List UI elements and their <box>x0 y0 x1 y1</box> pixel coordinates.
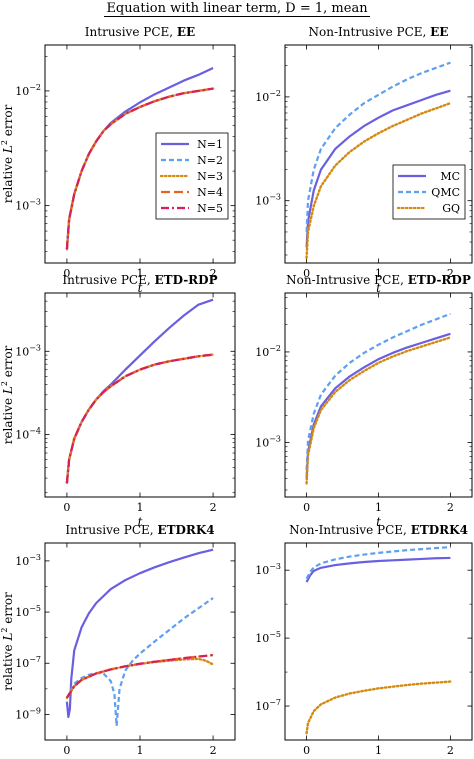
x-tick-label: 1 <box>137 744 144 757</box>
y-tick-label: 10−7 <box>15 655 41 670</box>
plot-frame <box>284 44 473 264</box>
series-line-gq <box>305 680 452 735</box>
x-tick-label: 1 <box>375 501 382 514</box>
x-tick-label: 1 <box>375 267 382 280</box>
legend-label: N=4 <box>197 186 223 199</box>
y-axis-label: relative L2 error <box>0 104 15 203</box>
x-axis-label: t <box>376 281 381 295</box>
legend-box <box>392 164 466 220</box>
figure-title: Equation with linear term, D = 1, mean <box>0 0 474 18</box>
y-tick-label: 10−5 <box>15 604 41 619</box>
series-group <box>305 545 452 735</box>
series-line-qmc <box>305 61 451 232</box>
series-line-n-3 <box>65 353 215 485</box>
figure-title-text: Equation with linear term, D = 1, mean <box>104 1 370 17</box>
x-axis-label: t <box>138 515 143 529</box>
y-tick-label: 10−3 <box>255 193 281 208</box>
chart-title: Intrusive PCE, ETD-RDP <box>62 273 217 287</box>
x-tick-label: 0 <box>303 501 310 514</box>
x-tick-label: 0 <box>63 267 70 280</box>
chart-panel-2: Non-Intrusive PCE, EE 10−3 10−2 0 1 2 t MC QMC GQ <box>255 25 473 295</box>
x-tick-label: 1 <box>375 744 382 757</box>
legend: MC QMC GQ <box>392 164 466 220</box>
chart-title: Intrusive PCE, EE <box>85 25 195 39</box>
series-line-n-2 <box>65 353 214 483</box>
series-line-qmc <box>305 545 451 580</box>
series-line-gq <box>305 336 452 485</box>
x-tick-label: 2 <box>210 267 217 280</box>
x-tick-label: 2 <box>210 501 217 514</box>
plot-frame <box>284 292 473 498</box>
chart-title: Non-Intrusive PCE, ETDRK4 <box>289 523 468 537</box>
chart-title: Non-Intrusive PCE, ETD-RDP <box>286 273 471 287</box>
legend-label: N=3 <box>197 170 223 183</box>
series-line-n-1 <box>65 548 214 719</box>
series-line-n-5 <box>65 87 214 250</box>
plot-frame <box>44 542 236 741</box>
series-line-mc <box>305 556 451 583</box>
y-tick-label: 10−3 <box>15 343 41 358</box>
legend-label: N=5 <box>197 202 223 215</box>
legend-label: N=1 <box>197 138 223 151</box>
series-line-n-5 <box>65 353 214 483</box>
y-tick-label: 10−3 <box>255 435 281 450</box>
series-line-qmc <box>305 312 451 470</box>
series-line-n-1 <box>65 298 214 483</box>
y-tick-label: 10−7 <box>255 698 281 713</box>
x-tick-label: 0 <box>63 744 70 757</box>
chart-panel-1: Intrusive PCE, EE 10−3 10−2 0 1 2 t relative L2… <box>0 25 236 295</box>
series-group <box>305 312 452 485</box>
plot-frame <box>44 292 236 498</box>
series-line-n-2 <box>65 597 214 728</box>
plot-frame <box>284 542 473 741</box>
series-group <box>305 61 452 260</box>
x-tick-label: 1 <box>137 267 144 280</box>
legend-label: N=2 <box>197 154 223 167</box>
y-tick-label: 10−2 <box>255 89 281 104</box>
x-axis-label: t <box>138 281 143 295</box>
legend-label: QMC <box>431 186 460 199</box>
series-line-mc <box>305 332 451 479</box>
chart-panel-6: Non-Intrusive PCE, ETDRK4 10−7 10−5 10−3 0 1 2… <box>255 523 473 759</box>
x-tick-label: 0 <box>63 501 70 514</box>
x-tick-label: 0 <box>303 744 310 757</box>
legend-label: GQ <box>442 202 460 215</box>
chart-panel-5: Intrusive PCE, ETDRK4 10−9 10−7 10−5 10−3 0 1 2… <box>0 523 236 759</box>
x-tick-label: 2 <box>447 744 454 757</box>
chart-title: Intrusive PCE, ETDRK4 <box>65 523 214 537</box>
x-axis-label: t <box>376 515 381 529</box>
series-line-n-4 <box>65 653 214 699</box>
y-tick-label: 10−9 <box>15 706 41 721</box>
y-tick-label: 10−2 <box>15 83 41 98</box>
series-line-mc <box>305 89 451 248</box>
y-axis-label: relative L2 error <box>0 345 15 444</box>
chart-panel-4: Non-Intrusive PCE, ETD-RDP 10−3 10−2 0 1 2 t <box>255 273 473 529</box>
y-tick-label: 10−5 <box>255 630 281 645</box>
y-tick-label: 10−3 <box>15 553 41 568</box>
y-tick-label: 10−2 <box>255 344 281 359</box>
x-tick-label: 2 <box>447 267 454 280</box>
series-line-n-5 <box>65 653 214 699</box>
series-line-n-4 <box>65 353 214 483</box>
y-tick-label: 10−3 <box>15 198 41 213</box>
x-tick-label: 2 <box>210 744 217 757</box>
plot-frame <box>44 44 236 264</box>
y-axis-label: relative L2 error <box>0 592 15 691</box>
x-tick-label: 2 <box>447 501 454 514</box>
legend-label: MC <box>440 170 460 183</box>
chart-panel-3: Intrusive PCE, ETD-RDP 10−4 10−3 0 1 2 t relati… <box>0 273 236 529</box>
x-tick-label: 0 <box>303 267 310 280</box>
series-group <box>65 298 215 485</box>
series-group <box>65 66 215 251</box>
legend: N=1 N=2 N=3 N=4 N=5 <box>155 132 229 220</box>
chart-title: Non-Intrusive PCE, EE <box>309 25 449 39</box>
x-tick-label: 1 <box>137 501 144 514</box>
y-tick-label: 10−3 <box>255 562 281 577</box>
series-group <box>65 548 215 728</box>
series-line-gq <box>305 101 452 260</box>
y-tick-label: 10−4 <box>15 427 41 442</box>
